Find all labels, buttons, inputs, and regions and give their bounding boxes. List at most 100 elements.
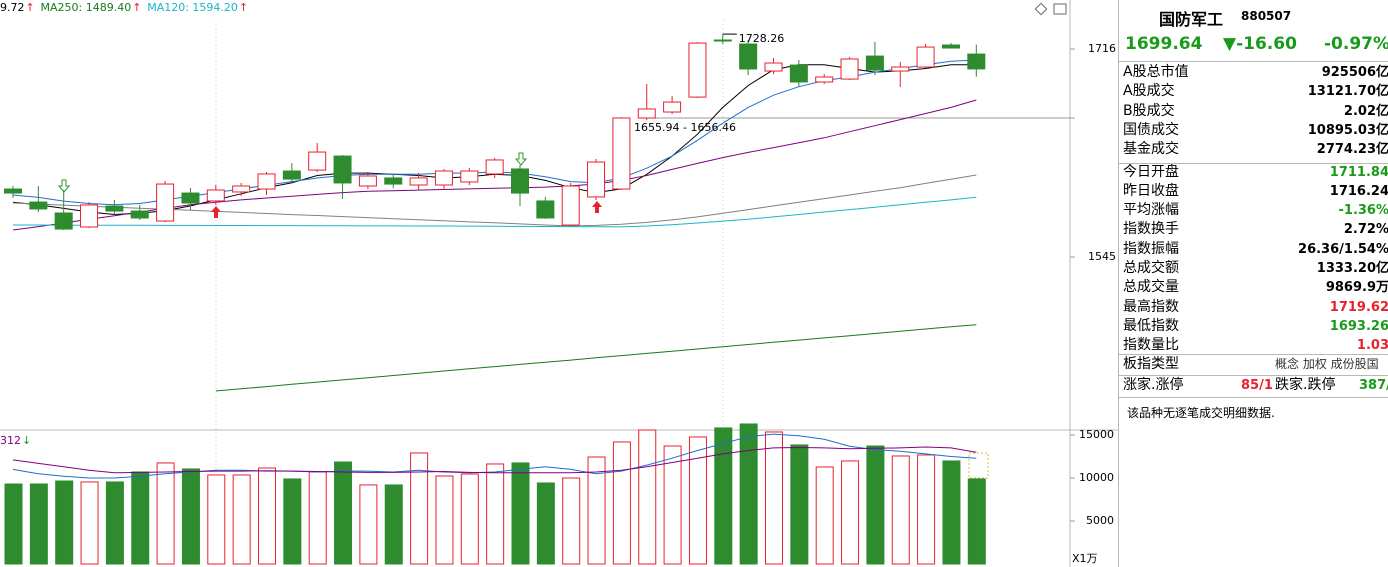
volume-bar (714, 427, 733, 565)
candle-body (460, 170, 479, 183)
row-value: 10895.03亿 (1307, 122, 1388, 138)
volume-bar (765, 431, 783, 565)
candle-body (612, 117, 631, 190)
row-value: 1.03 (1356, 338, 1388, 354)
volume-bar (612, 441, 631, 565)
separator (1119, 163, 1388, 164)
volume-bar (587, 456, 606, 565)
candle-body (232, 185, 251, 193)
annotation: 1728.26 (739, 32, 785, 45)
info-row: 总成交量 9869.9万 (1123, 278, 1388, 297)
up-count: 85/1 (1241, 378, 1273, 393)
change-pct: -0.97% (1324, 34, 1388, 54)
volume-bar (663, 445, 682, 565)
candle-body (789, 64, 808, 83)
info-row: 国债成交 10895.03亿 (1123, 121, 1388, 140)
ma-line (12, 433, 977, 479)
candle-body (941, 44, 960, 49)
volume-bar (131, 471, 150, 565)
volume-bar (29, 483, 48, 565)
row-label: 指数振幅 (1123, 240, 1179, 257)
icon-button[interactable] (1053, 3, 1067, 15)
index-code: 880507 (1241, 9, 1292, 23)
info-row: A股总市值 925506亿 (1123, 63, 1388, 82)
note: 该品种无逐笔成交明细数据. (1127, 406, 1275, 420)
volume-bar (511, 462, 530, 565)
row-label: 涨家.涨停 (1123, 377, 1184, 393)
signal-arrow (592, 201, 602, 213)
candle-body (333, 155, 352, 184)
volume-bar (207, 474, 226, 565)
candle-body (105, 205, 124, 212)
row-value: 925506亿 (1321, 65, 1388, 80)
candle-body (54, 212, 73, 230)
candle-body (891, 66, 910, 72)
ma-label: 9.72 (0, 1, 25, 14)
row-label: A股成交 (1123, 83, 1175, 100)
candle-body (409, 177, 428, 186)
volume-bar (410, 452, 429, 565)
chart-area: 9.72 ↑ MA250: 1489.40 ↑ MA120: 1594.20 ↑ 312 ↓… (0, 0, 1118, 567)
row-value: 2.72% (1343, 222, 1388, 238)
separator (1119, 375, 1388, 376)
candle-body (764, 62, 783, 72)
candle-body (587, 161, 606, 198)
volume-bar (258, 467, 276, 565)
y-tick-label: 1545 (1088, 250, 1116, 263)
volume-bar (841, 460, 860, 565)
unit-label: X1万 (1072, 552, 1098, 565)
volume-bar (790, 444, 809, 565)
volume-ma-arrow: ↓ (22, 434, 31, 447)
row-value: 1711.84 (1329, 164, 1388, 180)
info-row: 今日开盘 1711.84 (1123, 163, 1388, 182)
candle-body (181, 192, 200, 204)
info-row: B股成交 2.02亿 (1123, 102, 1388, 121)
row-label: 国债成交 (1123, 121, 1179, 138)
type-options[interactable]: 概念 加权 成份股国 (1275, 357, 1379, 371)
candle-body (358, 175, 377, 187)
volume-bar (815, 466, 834, 565)
ma-arrow: ↑ (132, 1, 141, 14)
info-row: 基金成交 2774.23亿 (1123, 140, 1388, 159)
volume-bar (80, 481, 99, 565)
candle-body (713, 39, 732, 42)
volume-bar (739, 423, 758, 565)
row-label: 跌家.跌停 (1275, 377, 1336, 393)
candle-body (688, 42, 707, 98)
row-label: 今日开盘 (1123, 163, 1179, 180)
row-label: B股成交 (1123, 102, 1175, 119)
candle-body (739, 43, 758, 70)
candle-body (637, 108, 656, 119)
price: 1699.64 (1125, 34, 1203, 54)
candle-body (485, 159, 504, 175)
volume-bar (55, 480, 74, 565)
y-tick-label: 1716 (1088, 42, 1116, 55)
row-label: 昨日收盘 (1123, 182, 1179, 199)
row-value: 9869.9万 (1325, 280, 1388, 296)
info-row: 最高指数 1719.62 (1123, 298, 1388, 317)
candle-body (384, 177, 403, 185)
row-label: 平均涨幅 (1123, 202, 1179, 219)
info-row: 总成交额 1333.20亿 (1123, 259, 1388, 278)
row-value: 1693.26 (1329, 318, 1388, 334)
y-tick-label: 10000 (1079, 471, 1114, 484)
separator (1119, 354, 1388, 355)
volume-bar (181, 468, 200, 565)
ma-line (13, 196, 977, 228)
info-row: 指数换手 2.72% (1123, 220, 1388, 239)
volume-bar (942, 460, 961, 565)
row-value: 2.02亿 (1343, 103, 1388, 119)
volume-bar (486, 463, 505, 565)
candle-body (206, 189, 225, 202)
annotation: 1655.94 - 1656.46 (634, 121, 736, 134)
volume-bar (4, 483, 23, 565)
volume-bar (232, 474, 251, 565)
volume-bar (536, 482, 555, 565)
info-row: 最低指数 1693.26 (1123, 317, 1388, 336)
change: ▼-16.60 (1223, 34, 1297, 54)
icon-button[interactable] (1034, 2, 1048, 16)
row-value: -1.36% (1338, 203, 1388, 219)
separator (1119, 397, 1388, 398)
row-value: 1333.20亿 (1316, 261, 1388, 276)
